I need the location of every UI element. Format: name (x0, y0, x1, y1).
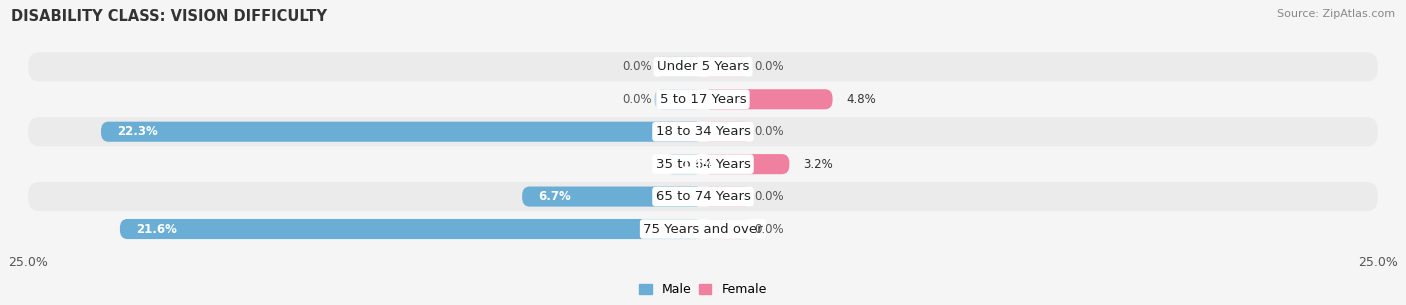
Text: 4.8%: 4.8% (846, 93, 876, 106)
Text: 0.0%: 0.0% (754, 125, 785, 138)
Text: 18 to 34 Years: 18 to 34 Years (655, 125, 751, 138)
FancyBboxPatch shape (28, 182, 1378, 211)
FancyBboxPatch shape (28, 85, 1378, 114)
Text: 22.3%: 22.3% (117, 125, 157, 138)
Legend: Male, Female: Male, Female (634, 278, 772, 301)
Text: Source: ZipAtlas.com: Source: ZipAtlas.com (1277, 9, 1395, 19)
FancyBboxPatch shape (101, 122, 703, 142)
FancyBboxPatch shape (28, 117, 1378, 146)
Text: 0.0%: 0.0% (621, 93, 652, 106)
Text: DISABILITY CLASS: VISION DIFFICULTY: DISABILITY CLASS: VISION DIFFICULTY (11, 9, 328, 24)
Text: 35 to 64 Years: 35 to 64 Years (655, 158, 751, 170)
Text: 0.0%: 0.0% (754, 60, 785, 73)
Text: 65 to 74 Years: 65 to 74 Years (655, 190, 751, 203)
Text: 3.2%: 3.2% (803, 158, 832, 170)
FancyBboxPatch shape (703, 219, 752, 239)
FancyBboxPatch shape (522, 187, 703, 206)
FancyBboxPatch shape (665, 154, 703, 174)
FancyBboxPatch shape (703, 122, 752, 142)
FancyBboxPatch shape (120, 219, 703, 239)
Text: 1.4%: 1.4% (682, 158, 714, 170)
Text: 0.0%: 0.0% (621, 60, 652, 73)
FancyBboxPatch shape (703, 187, 752, 206)
Text: Under 5 Years: Under 5 Years (657, 60, 749, 73)
FancyBboxPatch shape (28, 52, 1378, 81)
FancyBboxPatch shape (28, 149, 1378, 179)
FancyBboxPatch shape (703, 57, 752, 77)
FancyBboxPatch shape (703, 154, 789, 174)
Text: 5 to 17 Years: 5 to 17 Years (659, 93, 747, 106)
Text: 6.7%: 6.7% (538, 190, 571, 203)
Text: 75 Years and over: 75 Years and over (643, 223, 763, 235)
FancyBboxPatch shape (28, 214, 1378, 244)
FancyBboxPatch shape (654, 89, 703, 109)
Text: 0.0%: 0.0% (754, 190, 785, 203)
Text: 0.0%: 0.0% (754, 223, 785, 235)
FancyBboxPatch shape (654, 57, 703, 77)
Text: 21.6%: 21.6% (136, 223, 177, 235)
FancyBboxPatch shape (703, 89, 832, 109)
